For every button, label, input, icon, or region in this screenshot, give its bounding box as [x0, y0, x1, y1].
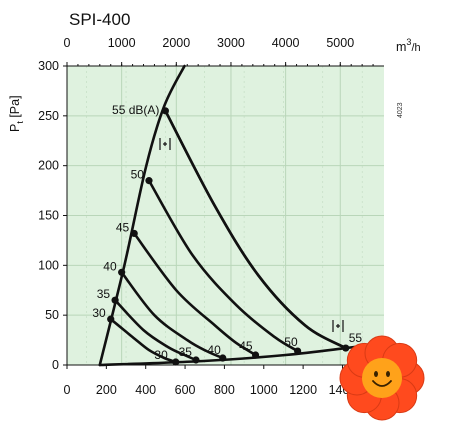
top-axis-unit: m3/h	[396, 37, 421, 54]
decorations	[159, 138, 425, 421]
curve-label: 55	[349, 331, 363, 345]
y-tick-label: 50	[45, 308, 59, 322]
chart-title: SPI-400	[69, 10, 130, 29]
top-tick-label: 5000	[326, 36, 354, 50]
lower-range-marker	[332, 320, 344, 332]
curve-line	[164, 109, 347, 350]
curve-end-dot	[251, 351, 260, 359]
y-tick-label: 300	[38, 59, 59, 73]
curve-line	[109, 317, 178, 364]
curve-label: 30	[154, 348, 168, 362]
bottom-tick-label: 1000	[250, 383, 278, 397]
y-tick-label: 200	[38, 159, 59, 173]
curve-end-dot	[294, 347, 302, 355]
y-tick-label: 100	[38, 258, 59, 272]
curve-line	[98, 64, 186, 367]
curve-label: 45	[239, 339, 253, 353]
top-tick-label: 0	[64, 36, 71, 50]
top-tick-label: 3000	[217, 36, 245, 50]
curve-label: 50	[284, 335, 298, 349]
curve-label: 35	[179, 345, 193, 359]
curve-end-dot	[192, 356, 200, 364]
curve-label: 55 dB(A)	[112, 103, 159, 117]
y-tick-label: 0	[52, 358, 59, 372]
curve-line	[120, 271, 225, 360]
curve-start-dot	[111, 296, 119, 304]
curve-line	[147, 179, 299, 353]
curve-label: 35	[97, 287, 111, 301]
bottom-tick-label: 800	[214, 383, 235, 397]
top-tick-label: 2000	[162, 36, 190, 50]
curve-label: 45	[116, 220, 130, 234]
curve-end-dot	[172, 358, 180, 366]
bottom-tick-label: 1200	[289, 383, 317, 397]
curves	[98, 64, 386, 367]
bottom-tick-label: 200	[96, 383, 117, 397]
curve-start-dot	[130, 229, 138, 238]
curve-end-dot	[342, 344, 350, 352]
y-tick-label: 150	[38, 209, 59, 223]
curve-label: 40	[103, 259, 117, 273]
curve-label: 50	[131, 168, 145, 182]
chart-code-label: 4023	[397, 102, 404, 118]
curve-end-dot	[219, 354, 227, 362]
curve-line	[113, 298, 198, 362]
curve-label: 30	[92, 306, 106, 320]
y-tick-label: 250	[38, 109, 59, 123]
curve-label: 40	[207, 343, 221, 357]
upper-range-marker	[159, 138, 171, 150]
y-axis-label: Pt [Pa]	[8, 95, 25, 132]
flower-sticker	[339, 335, 425, 421]
flower-smile	[372, 380, 392, 387]
top-tick-label: 4000	[272, 36, 300, 50]
flower-center	[362, 358, 402, 398]
bottom-tick-label: 400	[135, 383, 156, 397]
flower-eye	[374, 371, 378, 377]
curve-start-dot	[161, 107, 169, 115]
curve-start-dot	[145, 177, 153, 185]
flower-eye	[386, 371, 390, 377]
curve-start-dot	[107, 315, 115, 323]
curve-line	[132, 232, 257, 357]
curve-labels: 55 dB(A) 50 45 40 35 30 30 35 40 45 50 55	[92, 103, 362, 362]
grid-lines	[67, 66, 384, 365]
bottom-tick-label: 0	[64, 383, 71, 397]
curve-start-dot	[118, 268, 126, 276]
top-tick-label: 1000	[108, 36, 136, 50]
bottom-tick-label: 600	[175, 383, 196, 397]
